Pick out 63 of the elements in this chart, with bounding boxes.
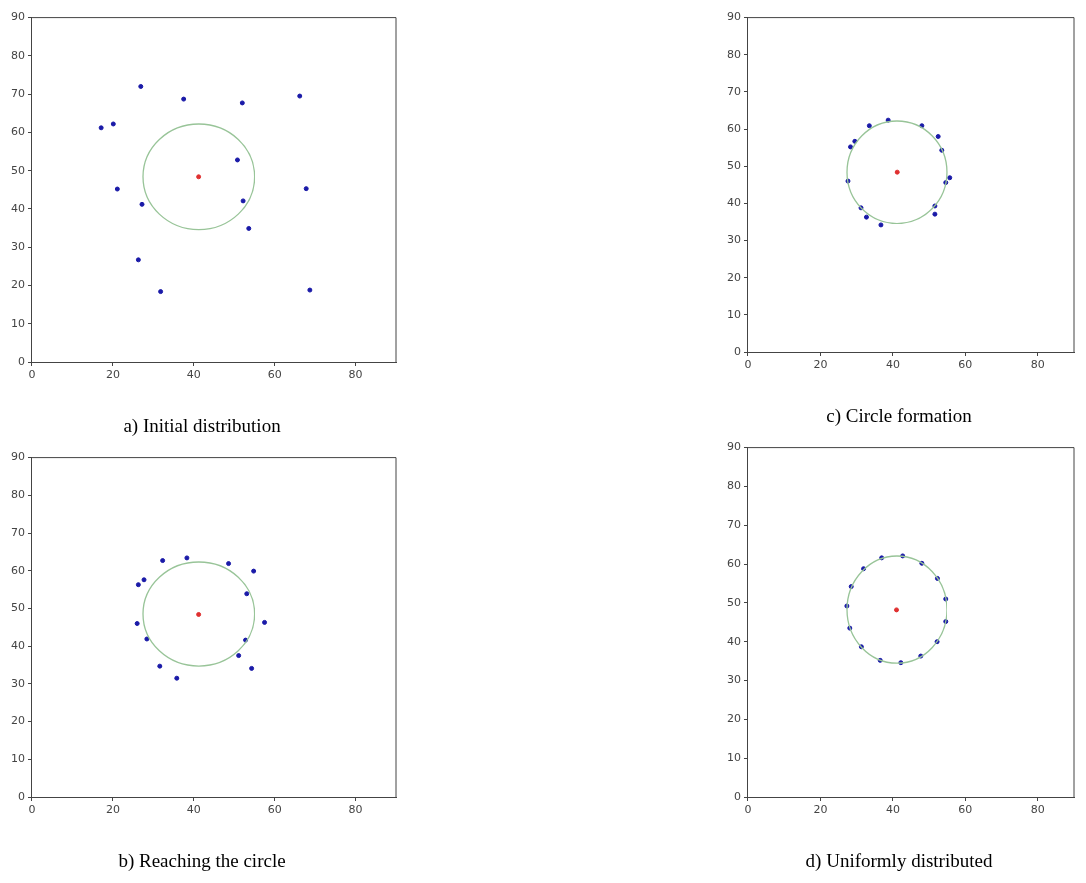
- y-tick-label: 50: [727, 595, 741, 609]
- x-tick-label: 40: [885, 358, 900, 372]
- text: c) Circle formation: [826, 404, 973, 427]
- x-tick-label: 80: [348, 803, 363, 817]
- x-tick-label: 20: [813, 803, 828, 817]
- y-tick-label: 40: [727, 634, 741, 648]
- x-tick-label: 0: [744, 358, 752, 372]
- x-tick-label: 0: [28, 368, 36, 382]
- y-tick-label: 80: [11, 488, 25, 502]
- y-tick-label: 30: [11, 676, 25, 690]
- y-tick-label: 60: [11, 125, 25, 139]
- y-tick-label: 70: [727, 518, 741, 532]
- y-tick-label: 80: [727, 479, 741, 493]
- y-tick-label: 70: [727, 84, 741, 98]
- y-tick-label: 10: [727, 751, 741, 765]
- y-tick-label: 60: [727, 121, 741, 135]
- y-tick-label: 50: [11, 163, 25, 177]
- x-tick-label: 40: [186, 803, 201, 817]
- y-tick-label: 0: [18, 789, 25, 803]
- x-tick-label: 60: [267, 368, 282, 382]
- x-tick-label: 40: [186, 368, 201, 382]
- y-tick-label: 60: [727, 556, 741, 570]
- y-tick-label: 50: [11, 601, 25, 615]
- y-tick-label: 10: [11, 316, 25, 330]
- y-tick-label: 70: [11, 86, 25, 100]
- y-tick-label: 40: [11, 639, 25, 653]
- y-tick-label: 10: [727, 307, 741, 321]
- y-tick-label: 80: [11, 48, 25, 62]
- x-tick-label: 40: [885, 803, 900, 817]
- y-tick-label: 10: [11, 752, 25, 766]
- x-tick-label: 20: [105, 803, 120, 817]
- y-tick-label: 20: [727, 270, 741, 284]
- y-tick-label: 90: [727, 440, 741, 454]
- x-tick-label: 20: [813, 358, 828, 372]
- y-tick-label: 60: [11, 563, 25, 577]
- x-tick-label: 60: [267, 803, 282, 817]
- y-tick-label: 30: [727, 233, 741, 247]
- text: a) Initial distribution: [123, 414, 282, 437]
- y-tick-label: 0: [734, 789, 741, 803]
- y-tick-label: 50: [727, 159, 741, 173]
- y-tick-label: 20: [11, 714, 25, 728]
- x-tick-label: 60: [958, 358, 973, 372]
- y-tick-label: 20: [727, 712, 741, 726]
- x-tick-label: 80: [1030, 358, 1045, 372]
- y-tick-label: 30: [11, 240, 25, 254]
- y-tick-label: 20: [11, 278, 25, 292]
- x-tick-label: 80: [348, 368, 363, 382]
- x-tick-label: 20: [105, 368, 120, 382]
- y-tick-label: 0: [734, 344, 741, 358]
- x-tick-label: 80: [1030, 803, 1045, 817]
- text: b) Reaching the circle: [118, 849, 286, 872]
- y-tick-label: 70: [11, 525, 25, 539]
- y-tick-label: 90: [727, 10, 741, 24]
- y-tick-label: 80: [727, 47, 741, 61]
- y-tick-label: 90: [11, 450, 25, 464]
- x-tick-label: 60: [958, 803, 973, 817]
- y-tick-label: 40: [11, 201, 25, 215]
- text: d) Uniformly distributed: [805, 849, 993, 872]
- x-tick-label: 0: [28, 803, 36, 817]
- y-tick-label: 30: [727, 673, 741, 687]
- y-tick-label: 40: [727, 196, 741, 210]
- x-tick-label: 0: [744, 803, 752, 817]
- y-tick-label: 90: [11, 10, 25, 24]
